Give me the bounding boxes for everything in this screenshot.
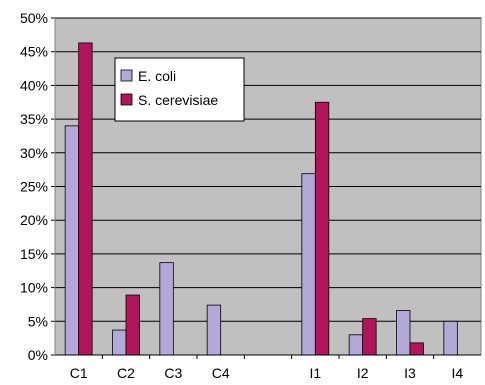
y-tick-label: 50% xyxy=(20,10,48,26)
bar-s-cerevisiae-i2 xyxy=(362,318,377,356)
bar-s-cerevisiae-i1 xyxy=(314,101,330,356)
legend-swatch xyxy=(120,69,133,82)
y-tick-label: 5% xyxy=(28,313,48,329)
bar-e-coli-c4 xyxy=(206,304,222,356)
y-tick-label: 25% xyxy=(20,179,48,195)
y-tick-label: 30% xyxy=(20,145,48,161)
legend-label: E. coli xyxy=(138,68,176,84)
bar-e-coli-c1 xyxy=(64,125,80,356)
x-tick-label: C3 xyxy=(164,365,182,381)
x-tick-label: I2 xyxy=(357,365,369,381)
y-axis-ticks: 0% 5% 10% 15% 20% 25% 30% 35% 40% 45% 50% xyxy=(20,10,55,363)
y-tick-label: 10% xyxy=(20,280,48,296)
legend-swatch xyxy=(120,93,133,106)
y-tick-label: 35% xyxy=(20,111,48,127)
x-axis-ticks: C1 C2 C3 C4 I1 I2 I3 I4 xyxy=(70,355,463,381)
bars xyxy=(64,42,458,356)
x-tick-label: I1 xyxy=(309,365,321,381)
y-tick-label: 45% xyxy=(20,44,48,60)
y-tick-label: 20% xyxy=(20,212,48,228)
bar-s-cerevisiae-c1 xyxy=(78,42,93,356)
bar-e-coli-i1 xyxy=(301,173,316,356)
y-tick-label: 0% xyxy=(28,347,48,363)
bar-e-coli-c2 xyxy=(112,329,127,356)
legend: E. coli S. cerevisiae xyxy=(114,57,245,122)
y-tick-label: 15% xyxy=(20,246,48,262)
x-tick-label: C4 xyxy=(212,365,230,381)
bar-s-cerevisiae-i3 xyxy=(409,342,424,356)
bar-s-cerevisiae-c2 xyxy=(125,294,140,356)
x-tick-label: I3 xyxy=(404,365,416,381)
legend-box xyxy=(114,57,245,122)
x-tick-label: C1 xyxy=(70,365,88,381)
bar-e-coli-i2 xyxy=(348,334,364,356)
x-tick-label: C2 xyxy=(117,365,135,381)
bar-e-coli-i4 xyxy=(443,320,458,356)
bar-e-coli-c3 xyxy=(159,262,174,356)
bar-e-coli-i3 xyxy=(396,310,411,356)
legend-label: S. cerevisiae xyxy=(138,92,218,108)
x-tick-label: I4 xyxy=(451,365,463,381)
y-tick-label: 40% xyxy=(20,77,48,93)
